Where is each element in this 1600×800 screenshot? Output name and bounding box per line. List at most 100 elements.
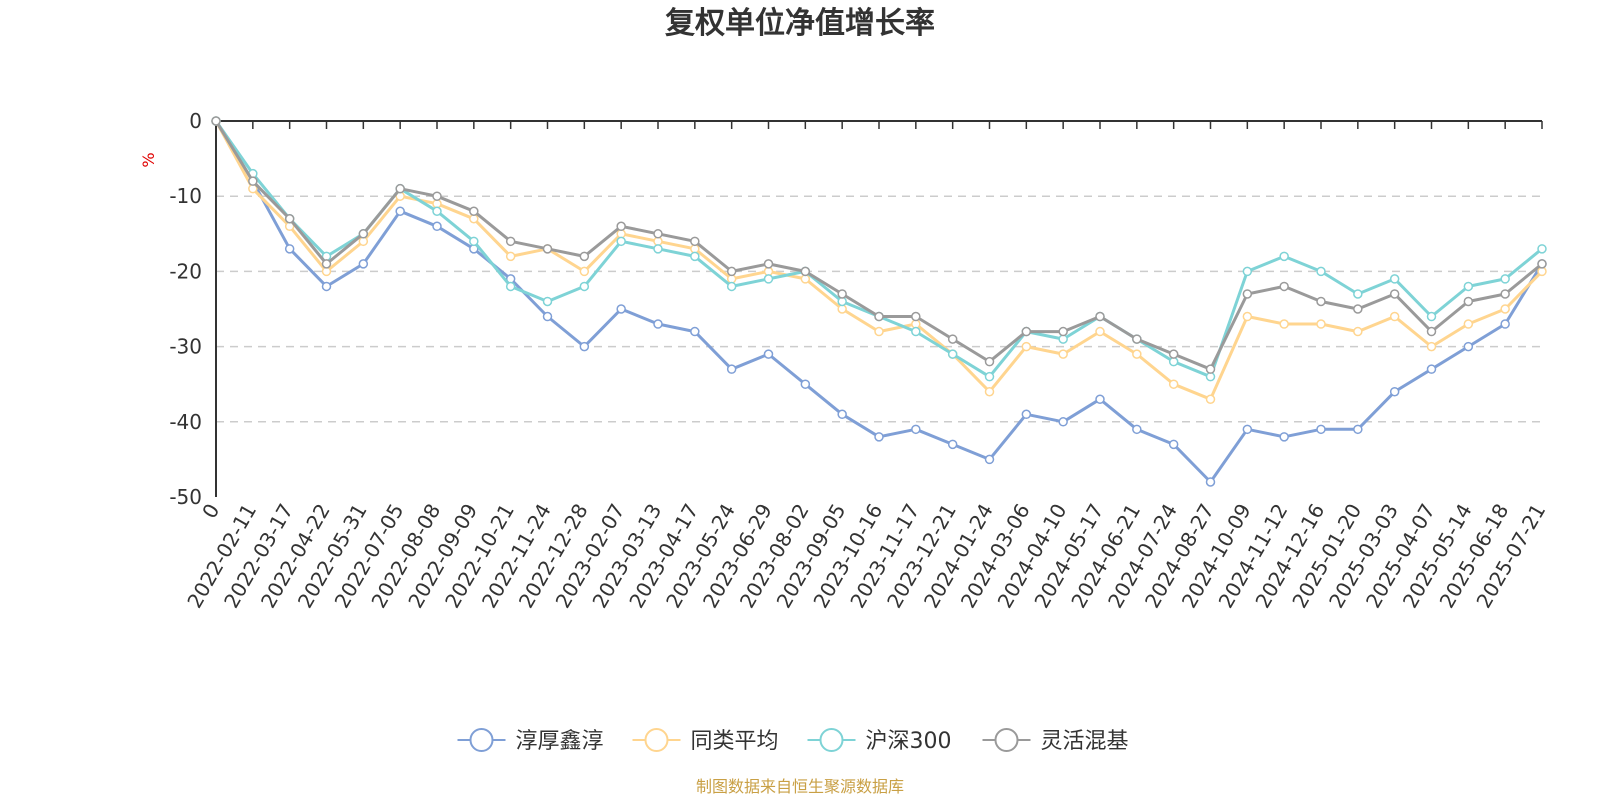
series-point [358,229,369,239]
series-point [1426,364,1437,374]
series-point [1500,319,1510,329]
series-point [726,281,737,292]
legend-item[interactable]: 同类平均 [632,728,779,754]
axes: 0-10-20-30-40-5002022-02-112022-03-17202… [169,109,1550,612]
series-point [837,409,847,420]
series-point [1537,259,1547,269]
series-point [616,236,626,247]
series-point [1389,274,1400,284]
series-point [874,311,884,322]
series-point [984,371,995,382]
series-point [800,379,811,389]
series-point [653,229,663,239]
series-line-0 [214,120,1544,484]
legend-item[interactable]: 淳厚鑫淳 [457,728,604,754]
series-point [947,334,958,344]
series-point [653,319,663,329]
series-point [653,244,663,254]
y-tick-label: -40 [169,410,202,434]
series-point [1500,304,1510,314]
series-point [1058,349,1068,359]
series-point [911,326,921,337]
series-point [1021,409,1032,420]
series-line-2 [214,120,1543,379]
series-point [874,432,884,442]
series-point [321,259,332,269]
series-point [1168,439,1179,450]
series-point [947,439,958,450]
series-point [432,206,442,216]
series-point [248,176,258,186]
series-point [1021,326,1032,337]
series-point [1279,432,1289,442]
series-point [542,296,553,307]
series-point [690,251,700,262]
series-point [763,349,774,359]
legend-item[interactable]: 沪深300 [807,728,952,754]
series-point [1316,319,1326,329]
series-point [947,349,958,359]
series-point [726,364,737,374]
series-point [1500,274,1510,284]
series-point [984,386,995,397]
series-point [984,454,995,465]
legend[interactable]: 淳厚鑫淳 同类平均 沪深300 灵活混基 [457,728,1129,754]
series-point [1463,296,1474,307]
series-point [1353,326,1363,337]
legend-marker [469,728,494,752]
series-point [1132,424,1142,435]
series-point [1242,266,1253,277]
series-point [911,424,921,435]
series-point [1316,296,1326,307]
series-point [579,251,590,262]
series-point [1095,311,1105,322]
series-point [395,183,405,194]
series-point [984,356,995,367]
series-point [1500,289,1510,299]
series-point [579,266,590,277]
series-point [690,326,700,337]
series-point [874,326,884,337]
series-point [1168,349,1179,359]
series-point [800,266,811,277]
series-point [1537,244,1547,254]
series-point [395,206,405,216]
series-point [505,251,516,262]
y-tick-label: 0 [189,109,202,133]
series-point [690,236,700,247]
y-tick-label: -30 [169,335,202,359]
series-point [284,244,295,254]
series-point [1463,281,1474,292]
series-point [1353,424,1363,435]
series-point [1463,319,1474,329]
series-point [1168,379,1179,389]
series-point [1426,326,1437,337]
series-point [1426,311,1437,322]
legend-label: 沪深300 [866,729,952,754]
x-tick-label: 0 [197,500,224,523]
series-point [1389,386,1400,397]
series-point [469,236,479,247]
source-note: 制图数据来自恒生聚源数据库 [696,777,904,796]
series-point [505,281,516,292]
legend-label: 同类平均 [691,729,779,754]
series-point [1132,334,1142,344]
series-line-1 [214,120,1544,401]
series-point [763,274,774,284]
series-point [211,116,221,126]
series-point [1353,289,1363,299]
y-tick-label: -50 [169,485,202,509]
series-point [432,191,442,201]
legend-item[interactable]: 灵活混基 [982,728,1129,754]
series-point [505,236,516,247]
legend-marker [819,728,844,752]
series-point [1095,394,1105,404]
series-point [1316,266,1326,277]
series-point [321,281,332,292]
series-point [1426,341,1437,352]
series-point [1463,341,1474,352]
series-point [763,259,774,269]
series-point [1205,394,1216,404]
series-point [616,221,626,232]
